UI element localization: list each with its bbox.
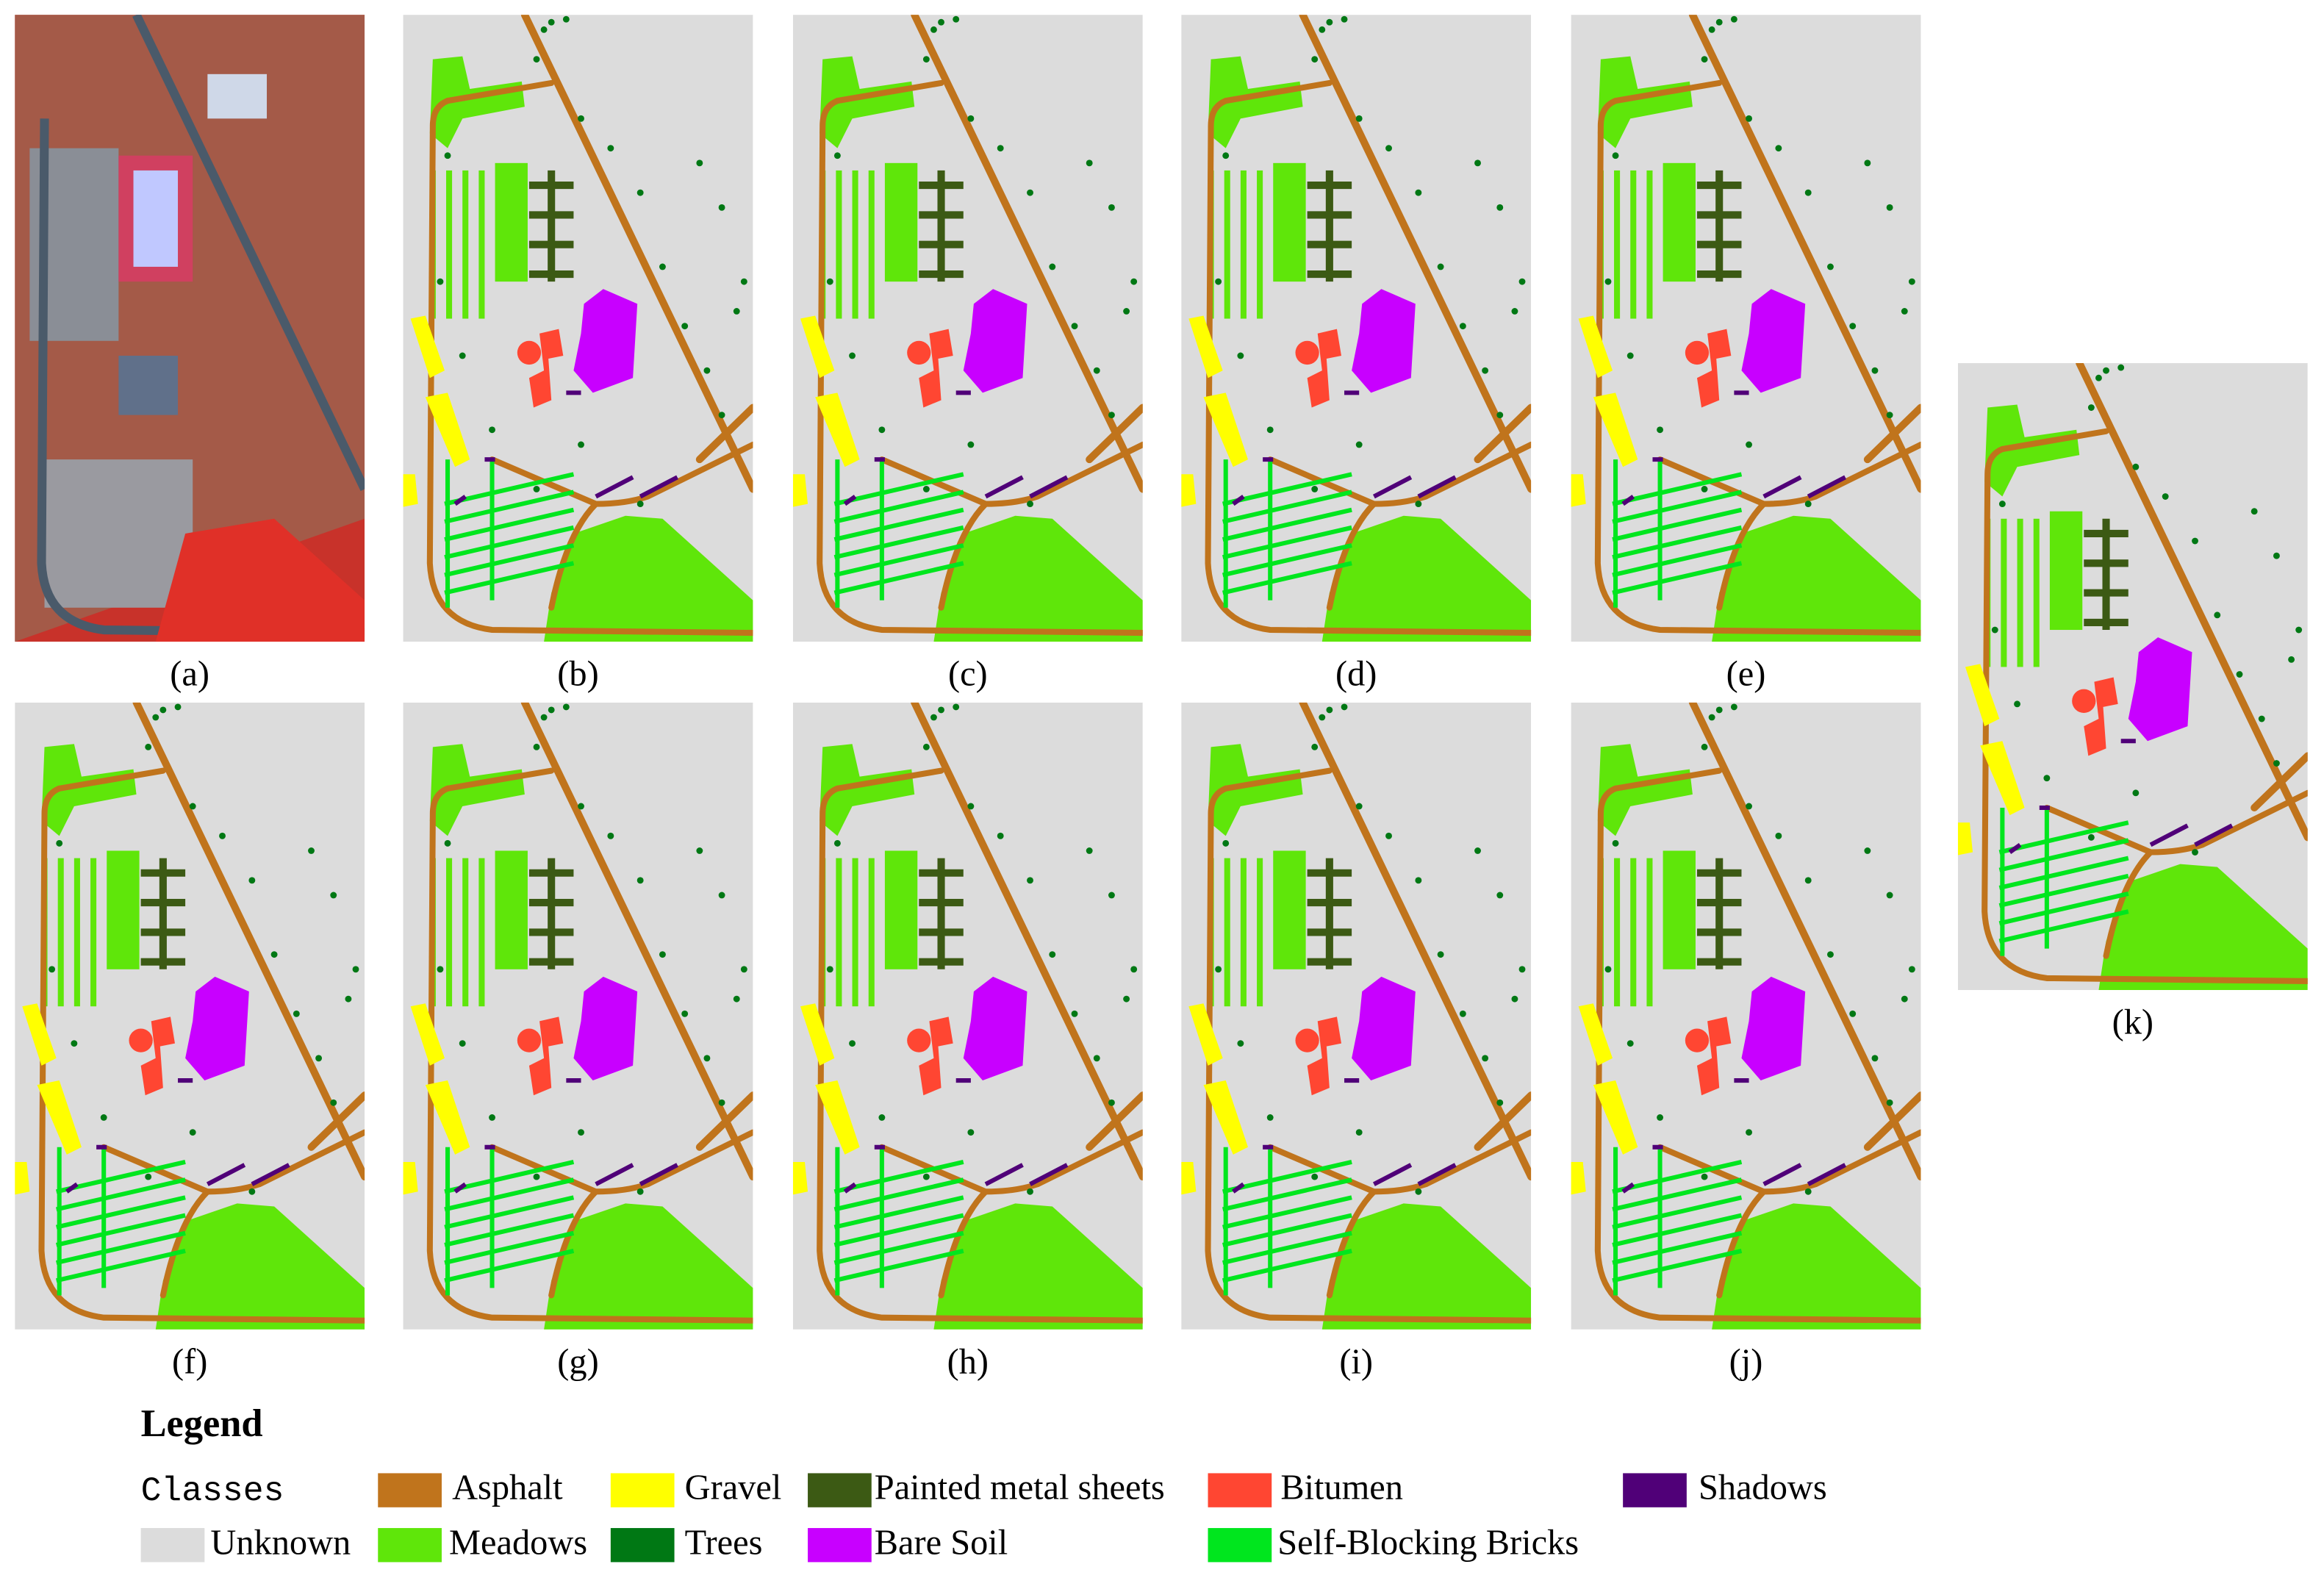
panel-label: (a) — [170, 655, 209, 694]
legend-label: Bitumen — [1280, 1468, 1403, 1507]
panel-label: (j) — [1729, 1342, 1763, 1381]
panel-label: (i) — [1339, 1342, 1373, 1381]
classification-map — [793, 703, 1143, 1330]
legend-label: Unknown — [210, 1523, 351, 1562]
aerial-image — [15, 15, 365, 642]
legend-swatch — [140, 1528, 205, 1563]
legend-label: Asphalt — [452, 1468, 563, 1507]
classification-map — [1571, 703, 1921, 1330]
legend-swatch — [378, 1473, 442, 1507]
legend-label: Self-Blocking Bricks — [1277, 1523, 1579, 1562]
classification-map — [1181, 15, 1531, 642]
legend-label: Trees — [685, 1523, 763, 1562]
classification-map — [793, 15, 1143, 642]
legend-swatch — [808, 1528, 872, 1563]
classification-map — [1181, 703, 1531, 1330]
classification-map — [15, 703, 365, 1330]
legend-heading: Classes — [141, 1471, 284, 1510]
panel-label: (g) — [557, 1342, 598, 1381]
legend-label: Gravel — [685, 1468, 782, 1507]
panel-label: (c) — [948, 655, 988, 694]
panel-label: (d) — [1335, 655, 1377, 694]
panel-label: (f) — [172, 1342, 207, 1381]
classification-map — [404, 703, 753, 1330]
legend-swatch — [1623, 1473, 1687, 1507]
panel-label: (b) — [557, 655, 598, 694]
classification-map — [1958, 363, 2308, 990]
legend-swatch — [1208, 1473, 1272, 1507]
legend-swatch — [610, 1528, 675, 1563]
classification-map — [1571, 15, 1921, 642]
legend-swatch — [808, 1473, 872, 1507]
classification-map — [404, 15, 753, 642]
legend-label: Bare Soil — [875, 1523, 1008, 1562]
legend-label: Painted metal sheets — [875, 1468, 1165, 1507]
legend-title: Legend — [141, 1402, 263, 1445]
panel-label: (e) — [1726, 655, 1766, 694]
legend-label: Meadows — [449, 1523, 587, 1562]
legend-swatch — [1208, 1528, 1272, 1563]
legend-swatch — [378, 1528, 442, 1563]
legend-swatch — [610, 1473, 675, 1507]
legend-label: Shadows — [1699, 1468, 1827, 1507]
panel-label: (k) — [2112, 1003, 2153, 1042]
panel-label: (h) — [947, 1342, 989, 1381]
